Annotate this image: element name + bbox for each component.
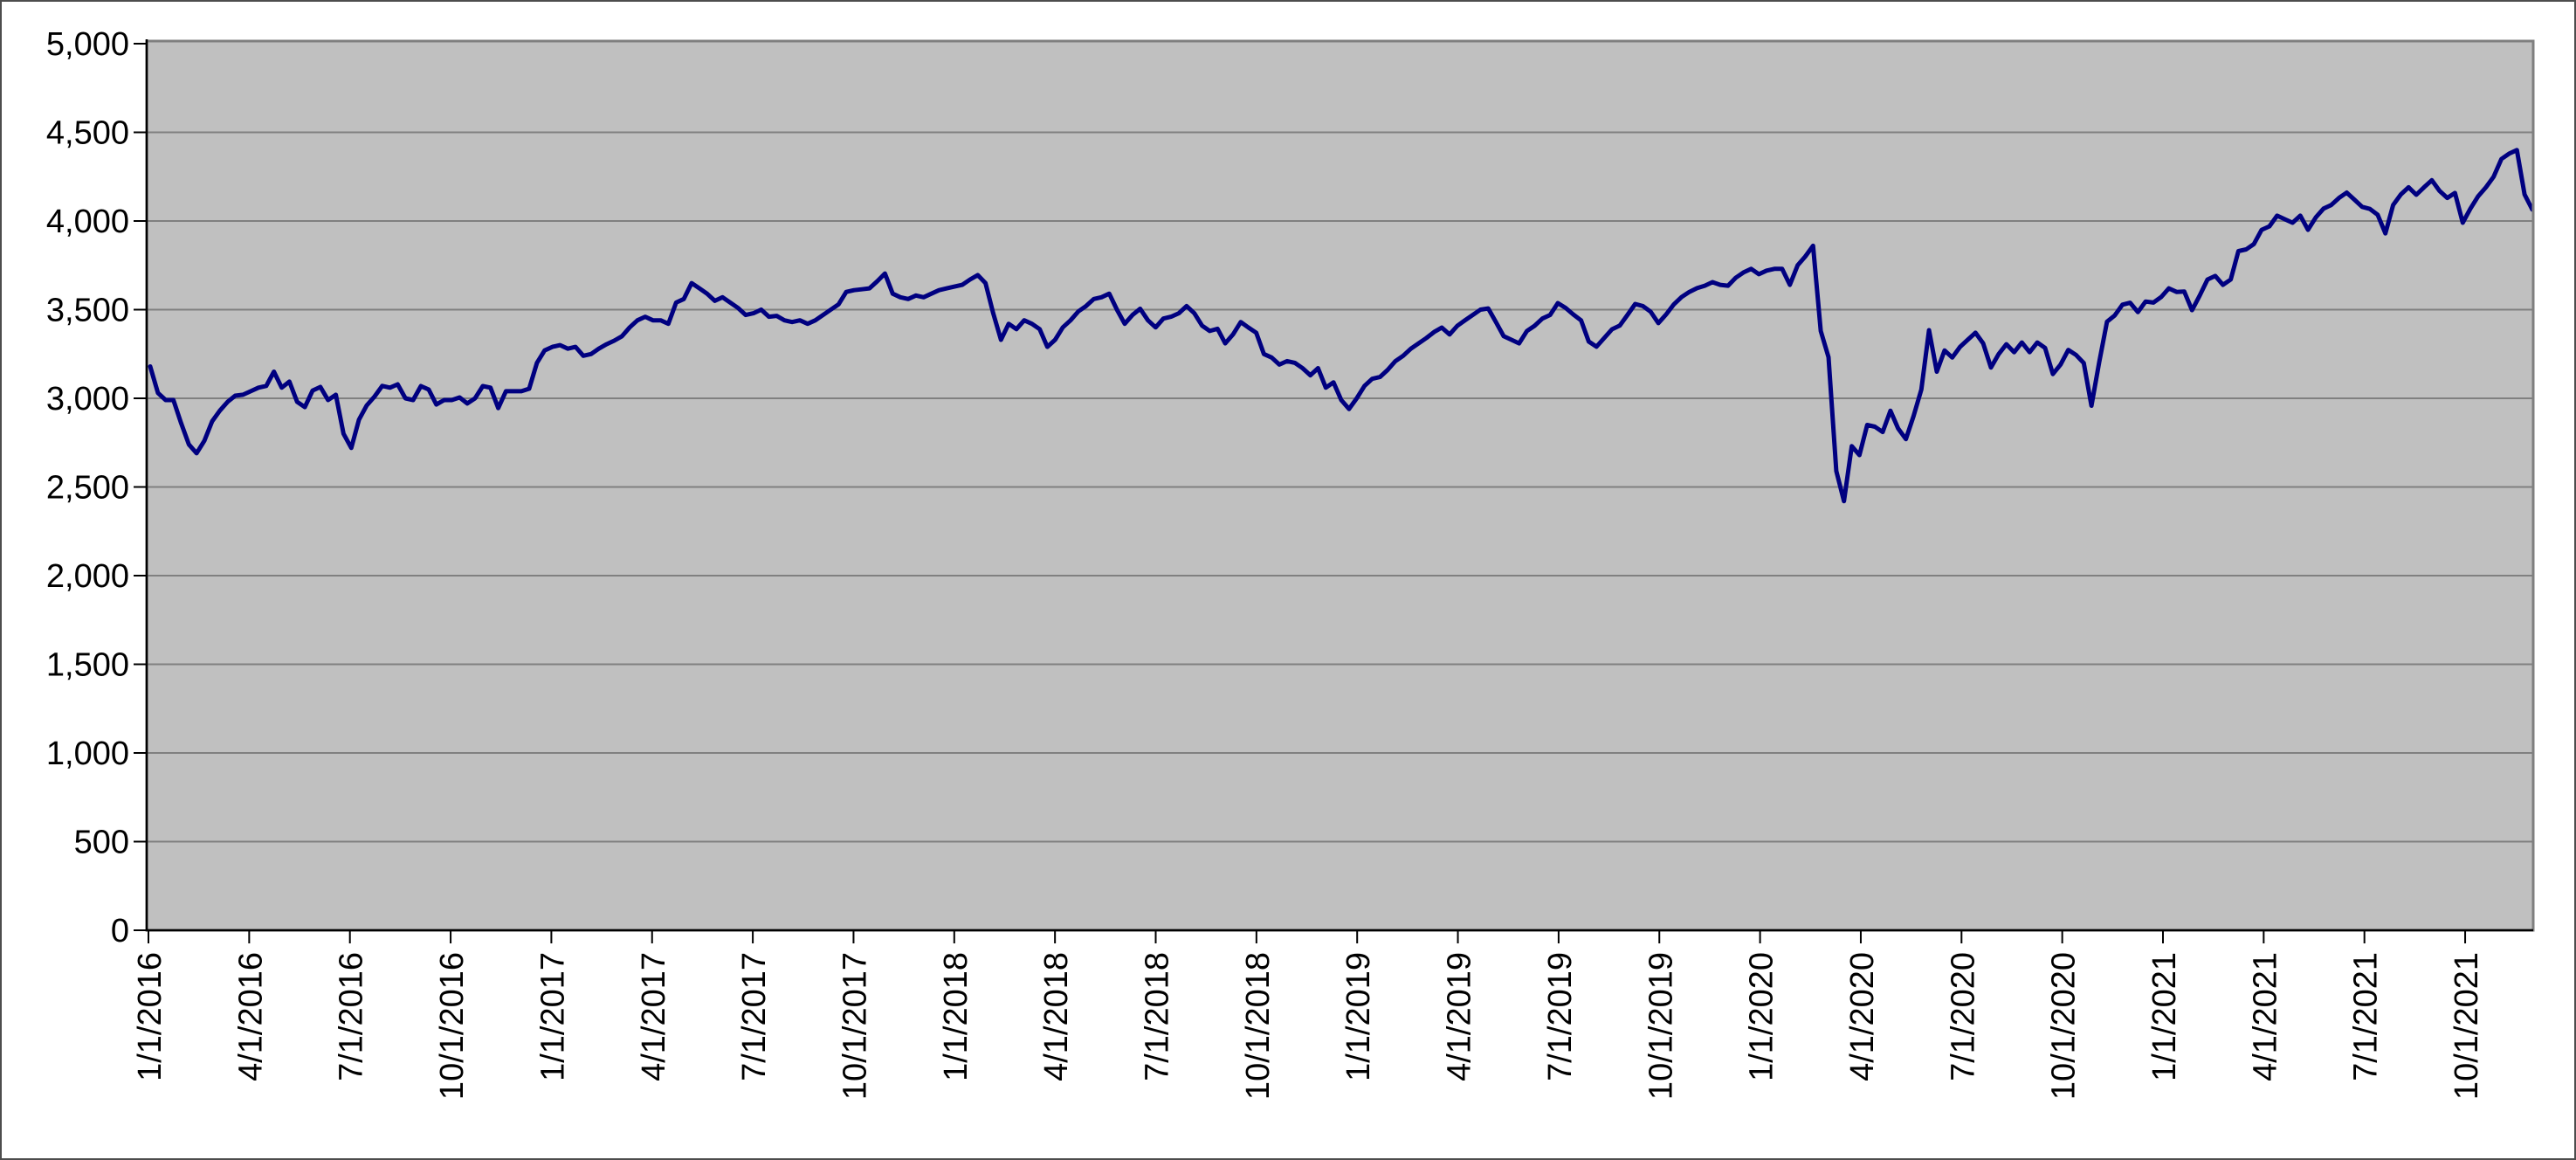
y-tick-label: 3,000 <box>46 381 129 418</box>
x-tick-label: 7/1/2021 <box>2348 952 2385 1081</box>
x-tick-label: 4/1/2018 <box>1038 952 1075 1081</box>
x-tick-label: 10/1/2016 <box>434 952 471 1100</box>
x-tick-label: 1/1/2020 <box>1744 952 1780 1081</box>
y-tick-label: 3,500 <box>46 293 129 329</box>
y-tick-label: 4,000 <box>46 204 129 240</box>
x-tick-label: 7/1/2020 <box>1945 952 1981 1081</box>
x-tick-label: 10/1/2018 <box>1240 952 1277 1100</box>
x-tick-label: 1/1/2021 <box>2146 952 2183 1081</box>
plot-area <box>147 41 2533 930</box>
x-tick-label: 10/1/2017 <box>837 952 873 1100</box>
x-tick-label: 1/1/2019 <box>1340 952 1377 1081</box>
x-tick-label: 10/1/2019 <box>1643 952 1679 1100</box>
x-tick-label: 1/1/2018 <box>938 952 975 1081</box>
x-tick-label: 1/1/2016 <box>132 952 169 1081</box>
x-tick-label: 7/1/2018 <box>1140 952 1176 1081</box>
y-tick-label: 1,000 <box>46 735 129 772</box>
x-tick-label: 7/1/2016 <box>334 952 370 1081</box>
x-tick-label: 1/1/2017 <box>534 952 571 1081</box>
y-tick-label: 2,000 <box>46 558 129 595</box>
y-tick-label: 0 <box>111 913 129 949</box>
x-tick-label: 10/1/2021 <box>2449 952 2485 1100</box>
x-tick-label: 10/1/2020 <box>2046 952 2083 1100</box>
x-tick-label: 4/1/2016 <box>232 952 269 1081</box>
x-tick-label: 7/1/2017 <box>736 952 773 1081</box>
x-tick-label: 4/1/2019 <box>1442 952 1478 1081</box>
y-tick-label: 4,500 <box>46 115 129 152</box>
series-line <box>148 148 2535 504</box>
y-tick-label: 2,500 <box>46 470 129 507</box>
y-tick-label: 5,000 <box>46 26 129 63</box>
x-tick-label: 4/1/2017 <box>636 952 672 1081</box>
y-tick-label: 500 <box>74 825 129 861</box>
x-tick-label: 4/1/2020 <box>1844 952 1881 1081</box>
y-tick-label: 1,500 <box>46 647 129 684</box>
x-tick-label: 4/1/2021 <box>2247 952 2283 1081</box>
x-tick-label: 7/1/2019 <box>1542 952 1579 1081</box>
